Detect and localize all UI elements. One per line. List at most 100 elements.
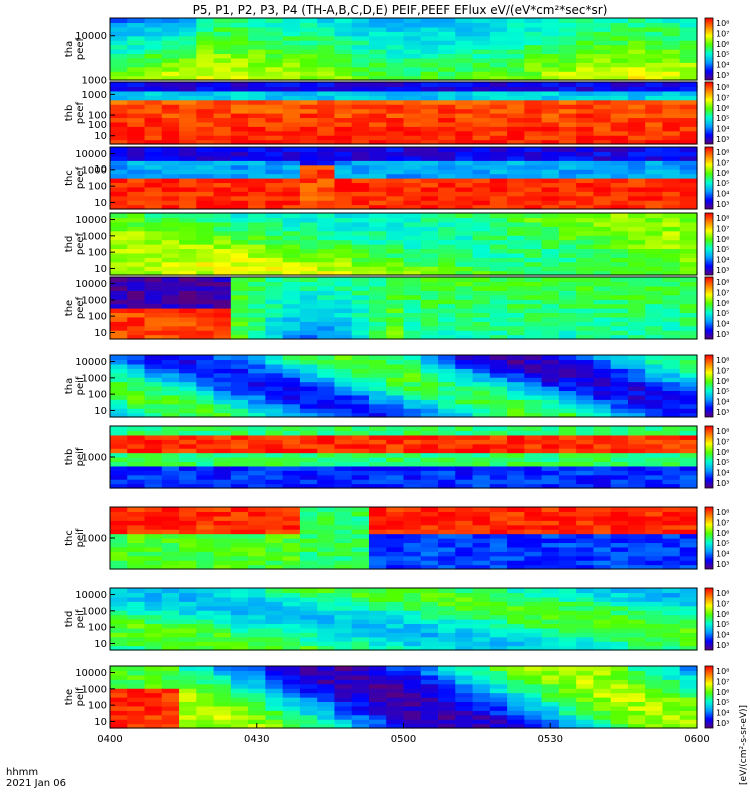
heatmap-cell (144, 368, 163, 374)
heatmap-cell (403, 641, 422, 647)
heatmap-cell (507, 688, 525, 694)
heatmap-cell (127, 164, 146, 170)
heatmap-cell (507, 692, 525, 698)
heatmap-cell (524, 511, 543, 517)
heatmap-cell (524, 22, 543, 28)
heatmap-cell (196, 126, 215, 132)
heatmap-cell (610, 62, 629, 68)
heatmap-cell (403, 479, 422, 485)
heatmap-cell (489, 108, 508, 114)
heatmap-cell (593, 182, 612, 188)
heatmap-cell (610, 674, 629, 680)
heatmap-cell (368, 26, 387, 32)
colorbar-tick-label: 10⁸ (716, 19, 729, 28)
heatmap-cell (386, 95, 405, 101)
heatmap-cell (317, 714, 336, 720)
heatmap-cell (196, 511, 215, 517)
heatmap-cell (368, 719, 387, 725)
heatmap-cell (299, 533, 318, 539)
heatmap-cell (282, 359, 301, 365)
heatmap-cell (472, 200, 491, 206)
heatmap-cell (455, 290, 474, 296)
heatmap-cell (489, 261, 508, 267)
heatmap-cell (438, 470, 456, 476)
heatmap-cell (627, 130, 646, 136)
heatmap-cell (576, 474, 595, 480)
heatmap-cell (110, 359, 128, 365)
heatmap-cell (662, 316, 681, 322)
heatmap-cell (386, 308, 405, 314)
heatmap-cell (489, 641, 508, 647)
heatmap-cell (334, 610, 353, 616)
heatmap-cell (455, 49, 474, 55)
heatmap-cell (403, 239, 422, 245)
colorbar-tick-label: 10³ (716, 330, 729, 339)
heatmap-cell (368, 705, 387, 711)
heatmap-cell (213, 670, 232, 676)
heatmap-cell (282, 321, 301, 327)
heatmap-cell (144, 321, 163, 327)
heatmap-cell (455, 355, 474, 361)
heatmap-cell (558, 697, 577, 703)
heatmap-cell (265, 26, 284, 32)
heatmap-cell (110, 285, 128, 291)
heatmap-cell (127, 645, 146, 651)
heatmap-cell (558, 200, 577, 206)
heatmap-cell (507, 479, 525, 485)
heatmap-cell (386, 434, 405, 440)
heatmap-cell (368, 160, 387, 166)
heatmap-cell (248, 610, 266, 616)
heatmap-cell (368, 135, 387, 141)
heatmap-cell (489, 66, 508, 72)
heatmap-cell (161, 560, 180, 566)
heatmap-cell (524, 605, 543, 611)
heatmap-cell (645, 697, 664, 703)
heatmap-cell (455, 564, 474, 570)
heatmap-cell (179, 645, 197, 651)
heatmap-cell (230, 533, 249, 539)
heatmap-cell (386, 710, 405, 716)
heatmap-cell (627, 86, 646, 92)
heatmap-cell (110, 533, 128, 539)
heatmap-cell (541, 705, 560, 711)
heatmap-cell (662, 439, 681, 445)
heatmap-cell (576, 325, 595, 331)
heatmap-cell (110, 524, 128, 530)
heatmap-cell (127, 248, 146, 254)
heatmap-cell (265, 368, 284, 374)
heatmap-cell (265, 277, 284, 283)
heatmap-cell (299, 719, 318, 725)
heatmap-cell (334, 160, 353, 166)
heatmap-cell (524, 230, 543, 236)
heatmap-cell (179, 135, 197, 141)
heatmap-cell (645, 546, 664, 552)
heatmap-cell (593, 542, 612, 548)
heatmap-cell (645, 126, 664, 132)
heatmap-cell (524, 412, 543, 418)
heatmap-cell (593, 26, 612, 32)
heatmap-cell (645, 627, 664, 633)
heatmap-cell (662, 627, 681, 633)
heatmap-cell (558, 692, 577, 698)
heatmap-cell (265, 483, 284, 489)
heatmap-cell (472, 330, 491, 336)
heatmap-cell (334, 130, 353, 136)
heatmap-cell (627, 334, 646, 340)
heatmap-cell (144, 257, 163, 263)
heatmap-cell (299, 325, 318, 331)
heatmap-cell (610, 130, 629, 136)
heatmap-cell (179, 692, 197, 698)
heatmap-cell (593, 221, 612, 227)
heatmap-cell (420, 186, 439, 192)
heatmap-cell (662, 461, 681, 467)
heatmap-cell (248, 266, 266, 272)
heatmap-cell (524, 596, 543, 602)
heatmap-cell (179, 257, 197, 263)
colorbar-tick-label: 10⁷ (716, 366, 729, 375)
heatmap-cell (317, 299, 336, 305)
heatmap-cell (179, 235, 197, 241)
heatmap-cell (627, 82, 646, 88)
heatmap-cell (420, 303, 439, 309)
heatmap-cell (213, 479, 232, 485)
heatmap-cell (317, 270, 336, 276)
